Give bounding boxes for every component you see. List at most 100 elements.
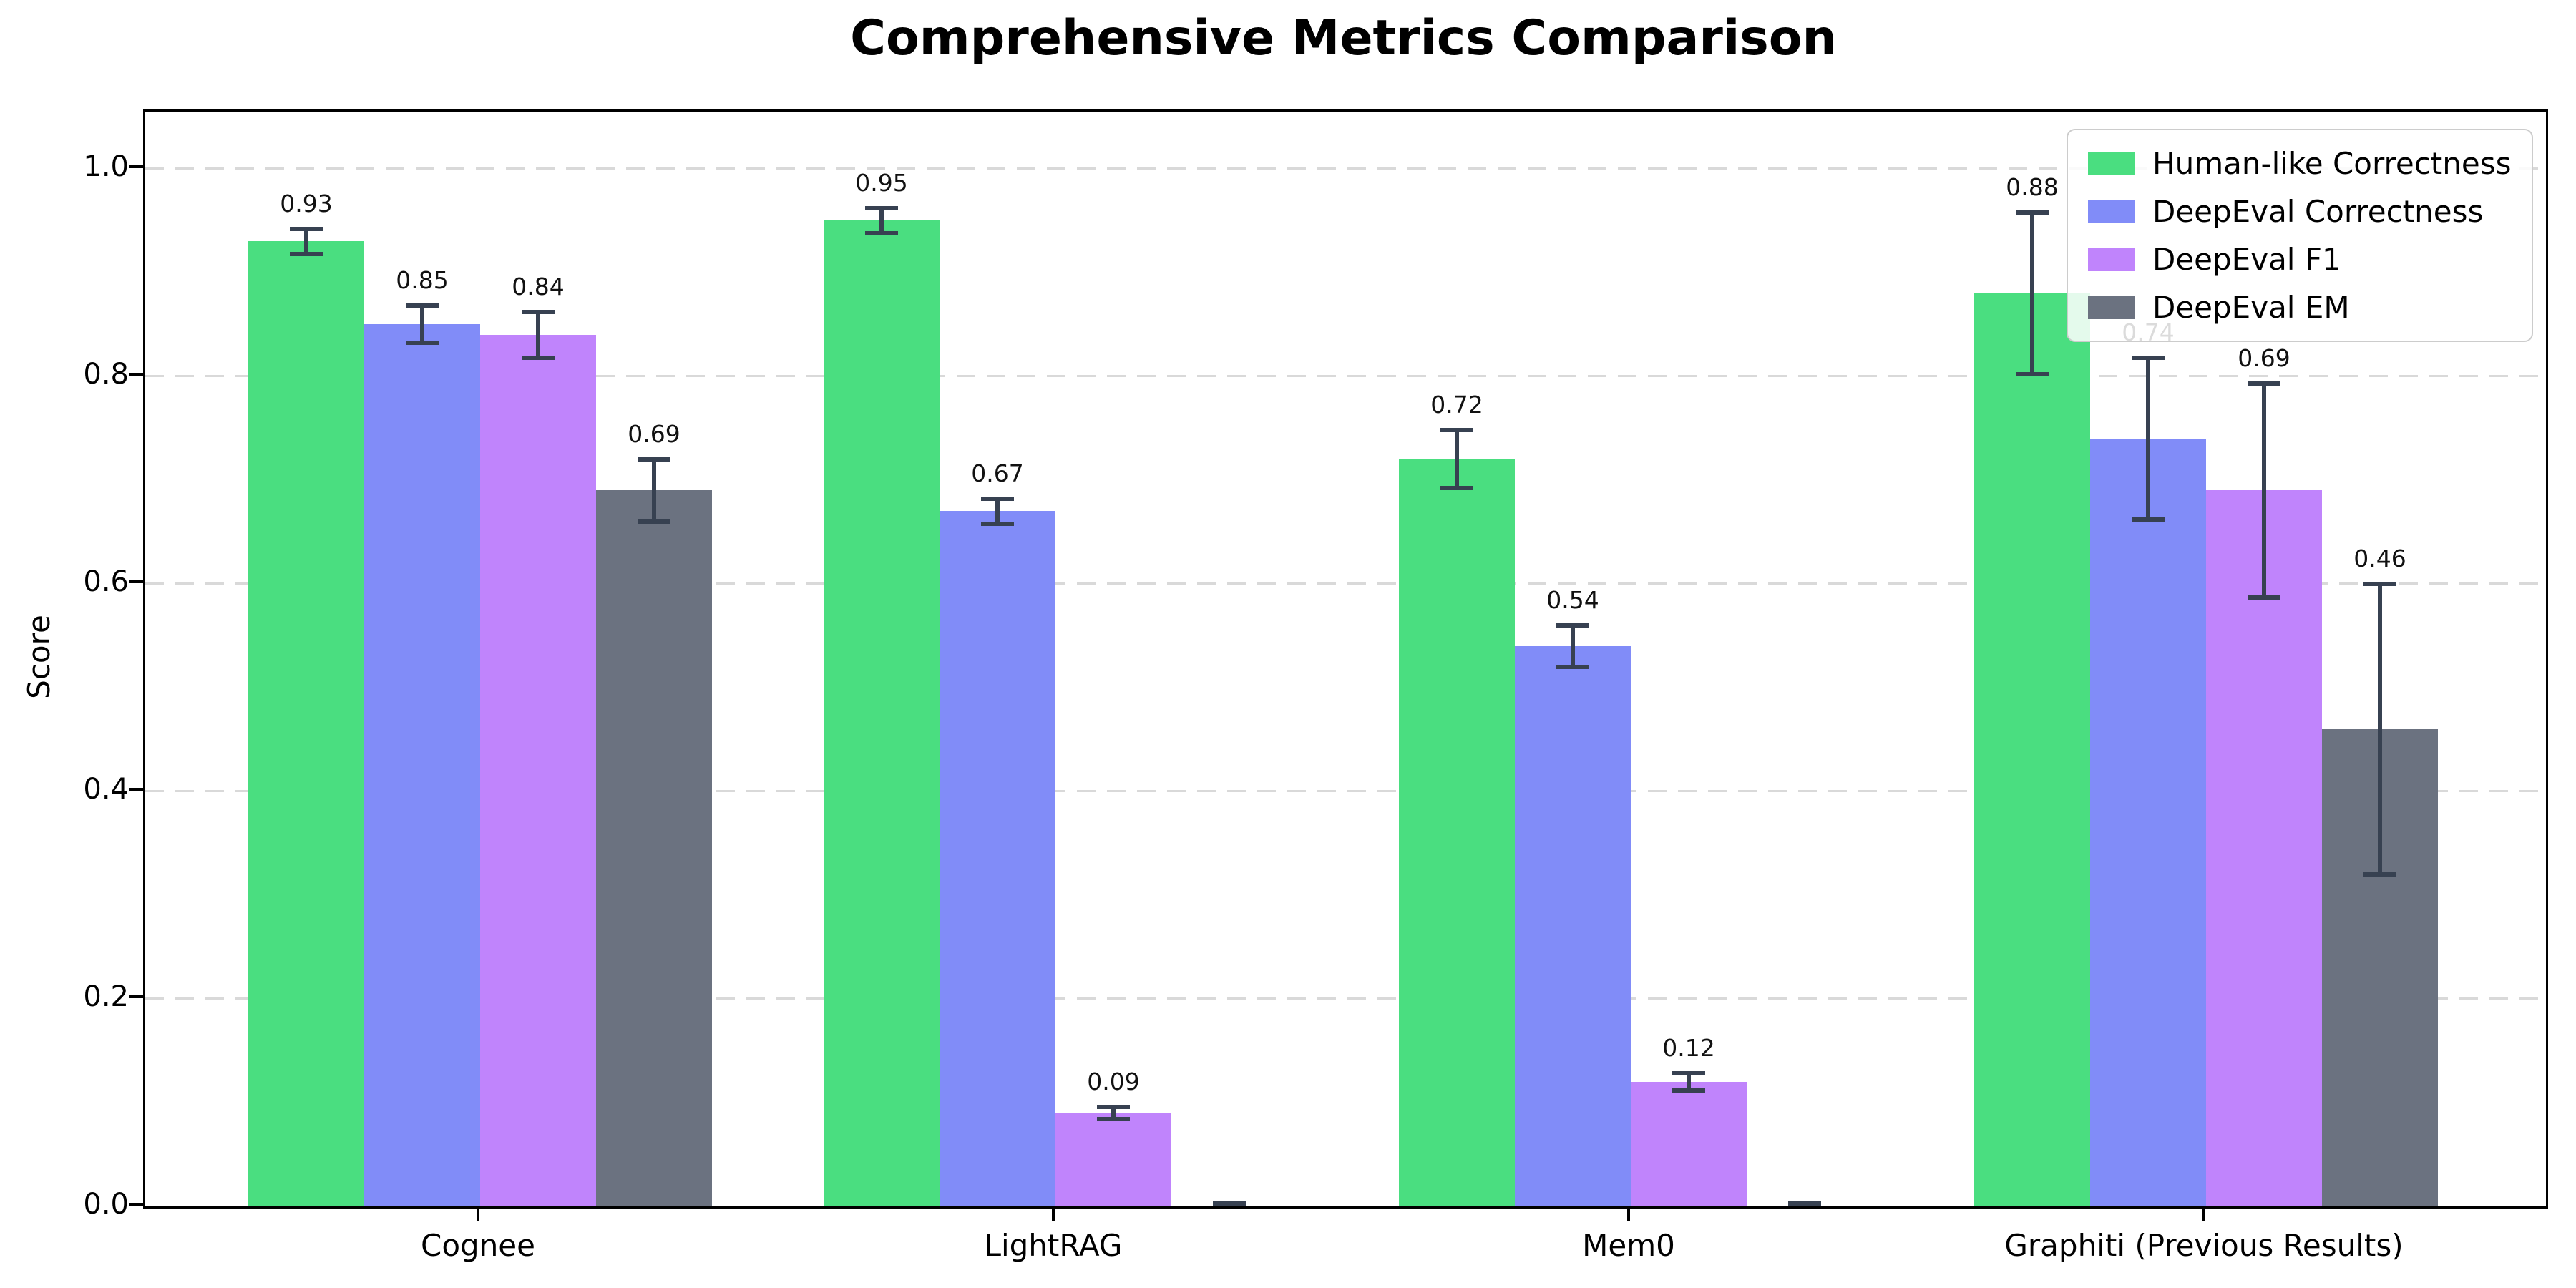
- y-tick-label: 0.4: [83, 772, 129, 806]
- error-bar-cap-bottom: [1556, 664, 1589, 669]
- legend-label: DeepEval Correctness: [2152, 194, 2484, 229]
- error-bar-cap-bottom: [1440, 486, 1473, 491]
- y-tick-mark: [129, 165, 143, 168]
- x-tick-mark: [2202, 1207, 2205, 1221]
- legend-swatch-icon: [2088, 296, 2135, 319]
- error-bar-cap-top: [1556, 623, 1589, 628]
- error-bar-line: [304, 228, 308, 254]
- legend-item: DeepEval EM: [2088, 290, 2512, 325]
- error-bar-cap-top: [1097, 1104, 1130, 1109]
- error-bar-cap-top: [406, 303, 439, 308]
- y-tick-label: 0.8: [83, 357, 129, 391]
- error-bar-cap-bottom: [2363, 872, 2396, 877]
- bar: [2206, 490, 2322, 1206]
- error-bar-cap-top: [1440, 428, 1473, 433]
- error-bar-cap-top: [290, 226, 323, 231]
- y-tick-label: 0.6: [83, 565, 129, 598]
- y-gridline: [145, 167, 2546, 170]
- bar: [480, 334, 596, 1206]
- error-bar-line: [420, 306, 424, 343]
- bar: [596, 490, 712, 1206]
- bar: [940, 511, 1055, 1206]
- x-tick-label: LightRAG: [984, 1228, 1123, 1263]
- error-bar-cap-bottom: [2248, 595, 2280, 600]
- y-gridline: [145, 997, 2546, 1000]
- legend-label: DeepEval EM: [2152, 290, 2350, 325]
- bar-value-label: 0.95: [855, 168, 908, 197]
- error-bar-line: [1687, 1073, 1691, 1091]
- y-tick-mark: [129, 372, 143, 376]
- error-bar-cap-bottom: [1672, 1088, 1705, 1093]
- error-bar-cap-top: [981, 496, 1014, 501]
- error-bar-cap-bottom: [1788, 1207, 1821, 1209]
- legend-swatch-icon: [2088, 200, 2135, 223]
- error-bar-cap-top: [1213, 1201, 1246, 1206]
- bar-value-label: 0.72: [1430, 391, 1483, 419]
- error-bar-cap-bottom: [1213, 1207, 1246, 1209]
- bar-value-label: 0.12: [1662, 1034, 1715, 1063]
- error-bar-cap-top: [2016, 210, 2049, 215]
- error-bar-cap-top: [2248, 381, 2280, 386]
- error-bar-cap-top: [2132, 355, 2165, 360]
- bar: [1974, 293, 2090, 1206]
- bar-value-label: 0.69: [2238, 343, 2290, 372]
- error-bar-line: [2146, 357, 2150, 519]
- error-bar-cap-top: [1672, 1071, 1705, 1076]
- y-gridline: [145, 375, 2546, 378]
- x-tick-label: Graphiti (Previous Results): [2004, 1228, 2404, 1263]
- error-bar-cap-bottom: [290, 251, 323, 256]
- error-bar-line: [2030, 212, 2034, 374]
- x-tick-mark: [1627, 1207, 1630, 1221]
- bar-value-label: 0.67: [971, 459, 1024, 487]
- error-bar-cap-bottom: [638, 519, 670, 524]
- legend-swatch-icon: [2088, 248, 2135, 271]
- error-bar-cap-top: [2363, 581, 2396, 586]
- y-gridline: [145, 790, 2546, 793]
- error-bar-cap-bottom: [522, 355, 555, 360]
- legend-item: DeepEval F1: [2088, 242, 2512, 277]
- bar-value-label: 0.09: [1087, 1067, 1140, 1096]
- y-tick-label: 0.0: [83, 1188, 129, 1221]
- bar: [1631, 1081, 1747, 1206]
- legend-label: DeepEval F1: [2152, 242, 2341, 277]
- error-bar-cap-top: [865, 205, 898, 210]
- bar: [1399, 459, 1515, 1206]
- error-bar-line: [1455, 430, 1459, 489]
- error-bar-cap-bottom: [865, 230, 898, 235]
- y-tick-mark: [129, 995, 143, 998]
- error-bar-cap-bottom: [1097, 1117, 1130, 1122]
- error-bar-cap-top: [1788, 1201, 1821, 1206]
- x-tick-mark: [477, 1207, 479, 1221]
- error-bar-cap-bottom: [2132, 517, 2165, 522]
- error-bar-line: [1111, 1106, 1116, 1120]
- error-bar-cap-bottom: [2016, 371, 2049, 376]
- bar: [248, 241, 364, 1206]
- legend-item: Human-like Correctness: [2088, 146, 2512, 181]
- bar-value-label: 0.85: [396, 266, 449, 295]
- legend-swatch-icon: [2088, 152, 2135, 175]
- y-gridline: [145, 582, 2546, 585]
- legend-label: Human-like Correctness: [2152, 146, 2512, 181]
- error-bar-cap-top: [522, 309, 555, 314]
- y-tick-mark: [129, 580, 143, 583]
- x-tick-label: Mem0: [1582, 1228, 1675, 1263]
- x-tick-mark: [1052, 1207, 1055, 1221]
- bar-value-label: 0.93: [280, 189, 333, 218]
- y-tick-mark: [129, 1203, 143, 1206]
- error-bar-line: [2378, 583, 2382, 874]
- error-bar-cap-bottom: [981, 521, 1014, 526]
- error-bar-line: [2262, 383, 2266, 597]
- y-tick-label: 1.0: [83, 150, 129, 183]
- error-bar-cap-bottom: [406, 341, 439, 346]
- error-bar-line: [652, 459, 656, 522]
- legend-item: DeepEval Correctness: [2088, 194, 2512, 229]
- bar: [2090, 438, 2206, 1206]
- bar: [364, 324, 480, 1206]
- bar-value-label: 0.88: [2006, 172, 2059, 201]
- legend: Human-like Correctness DeepEval Correctne…: [2067, 129, 2533, 342]
- bar: [1515, 645, 1631, 1206]
- error-bar-line: [1571, 625, 1575, 667]
- bar-value-label: 0.84: [512, 272, 565, 301]
- bar: [824, 220, 940, 1206]
- error-bar-cap-top: [638, 457, 670, 462]
